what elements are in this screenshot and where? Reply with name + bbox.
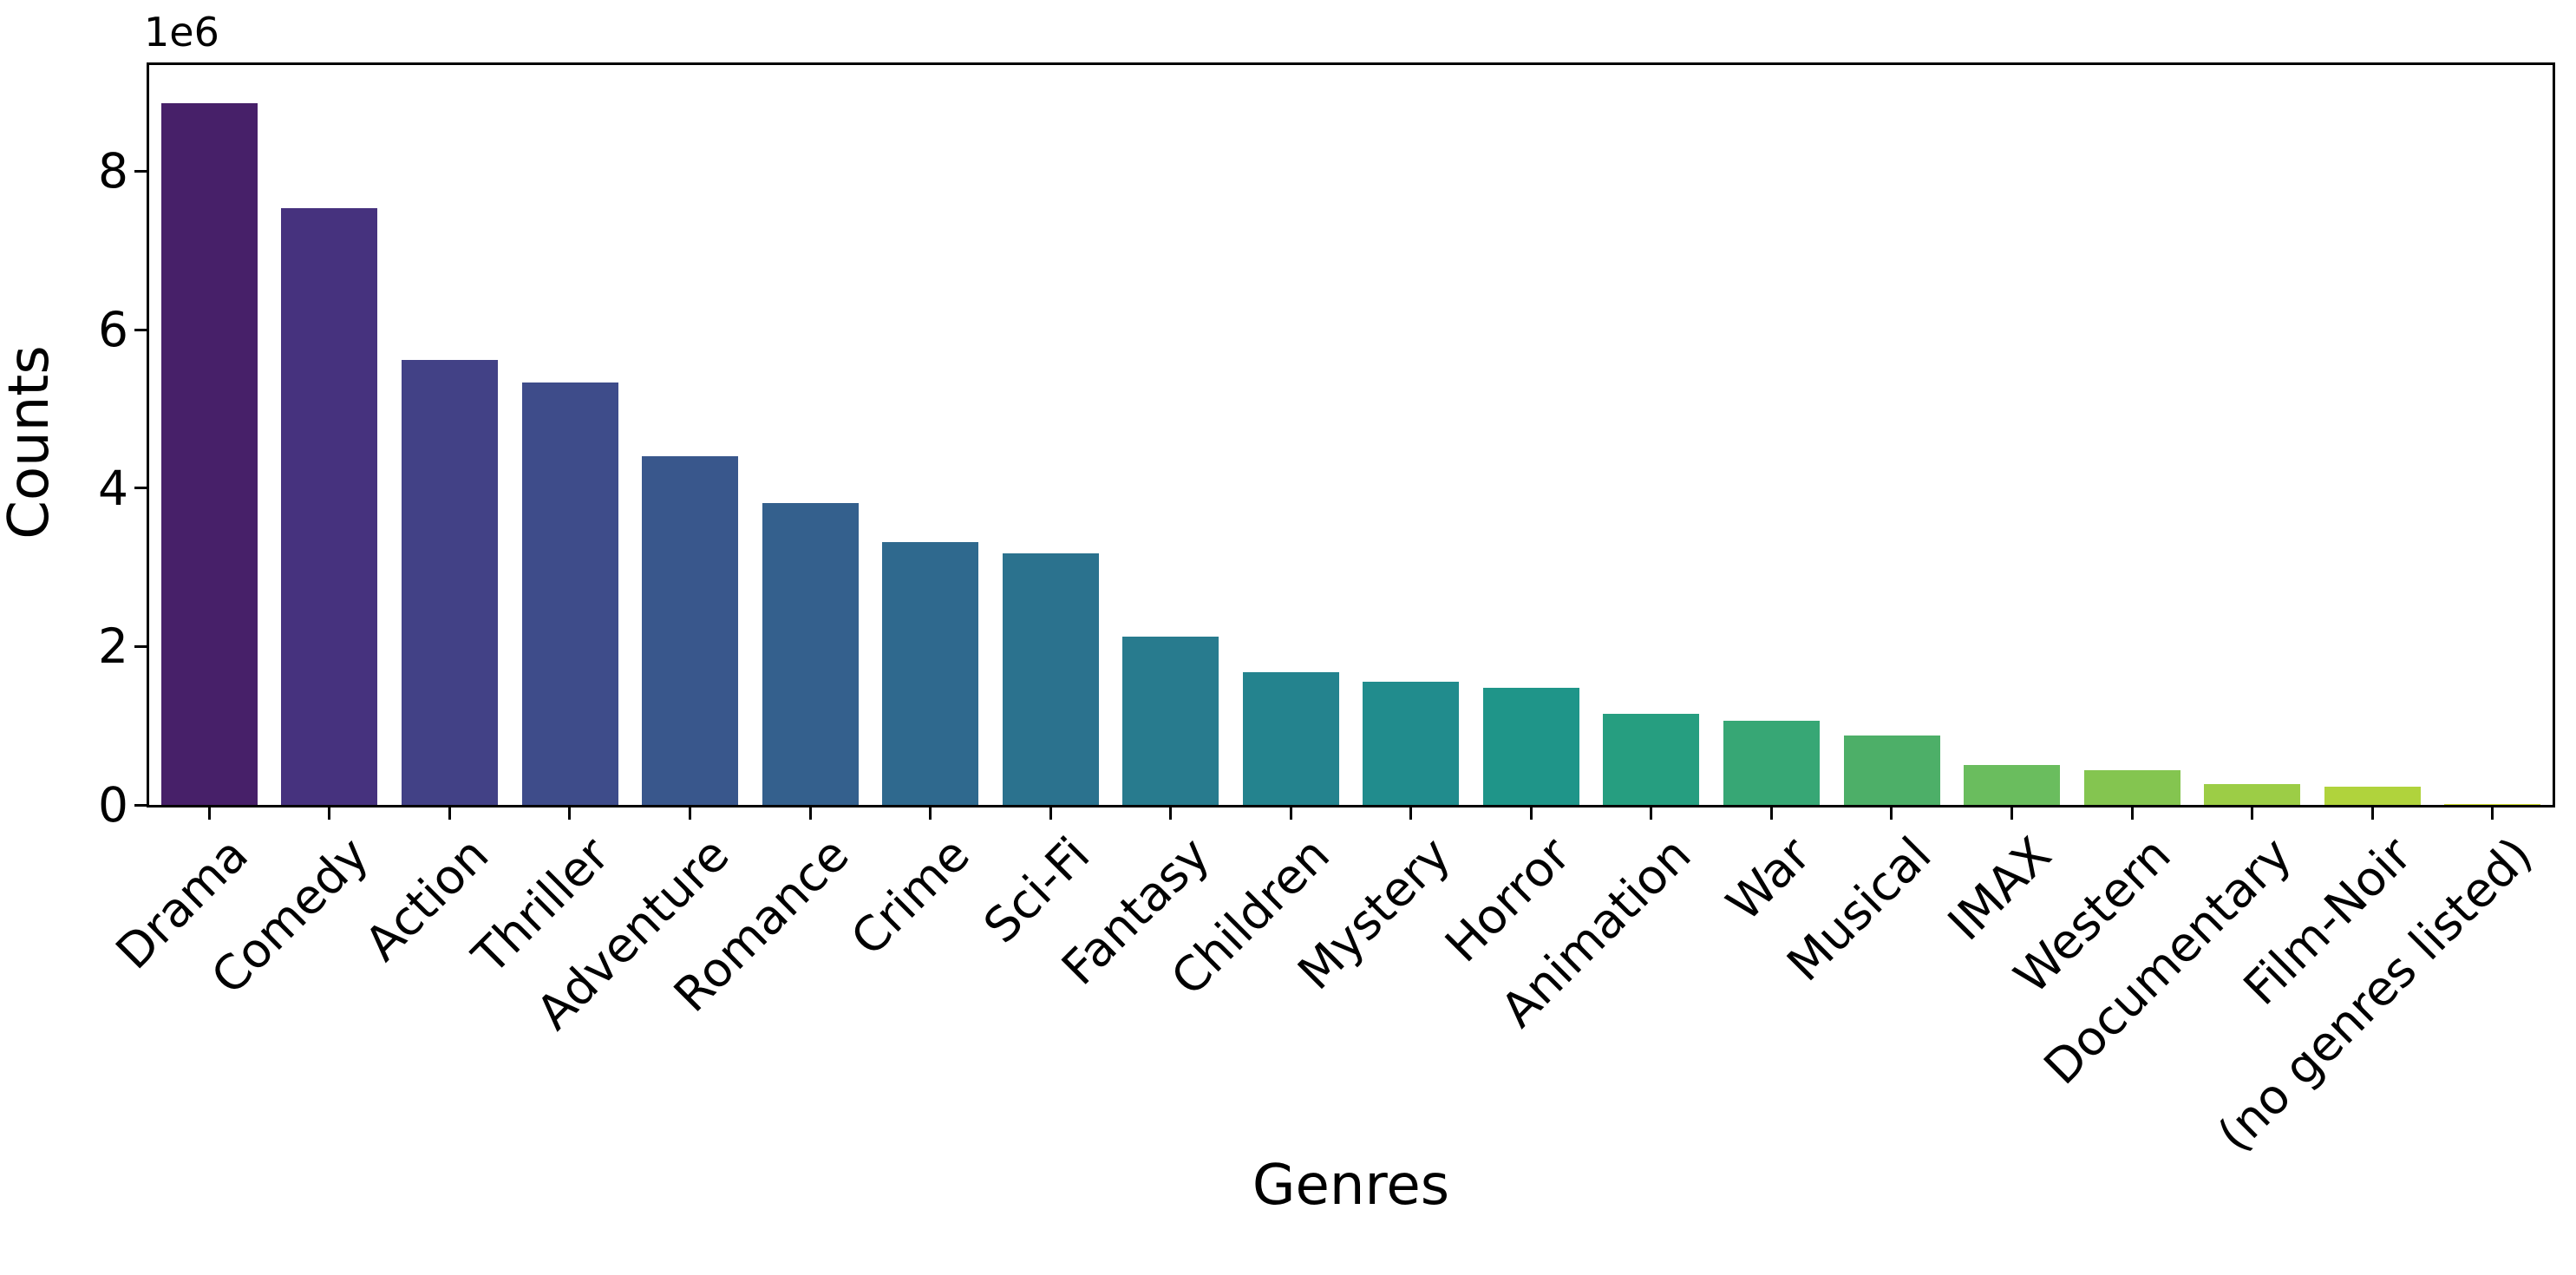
y-tick-label: 2	[98, 618, 128, 674]
x-tick-mark	[568, 808, 571, 820]
x-tick-mark	[448, 808, 451, 820]
x-tick-mark	[1169, 808, 1172, 820]
x-tick-mark	[2131, 808, 2134, 820]
bar-action	[402, 360, 498, 805]
y-tick-mark	[134, 487, 147, 489]
x-tick-mark	[1890, 808, 1893, 820]
bar-mystery	[1363, 682, 1459, 805]
bar-imax	[1964, 765, 2060, 805]
bar-thriller	[522, 382, 618, 805]
x-tick-label-war: War	[1716, 826, 1821, 932]
x-tick-label-crime: Crime	[840, 826, 981, 966]
y-axis-offset-label: 1e6	[144, 9, 219, 56]
x-tick-mark	[929, 808, 932, 820]
x-tick-mark	[2251, 808, 2253, 820]
bar-war	[1723, 721, 1820, 805]
bar-romance	[762, 503, 859, 805]
y-tick-mark	[134, 170, 147, 173]
x-axis-title: Genres	[1252, 1154, 1450, 1218]
bar-crime	[882, 542, 978, 805]
bar-comedy	[281, 208, 377, 805]
y-tick-label: 8	[98, 143, 128, 199]
bar-horror	[1483, 688, 1579, 805]
x-tick-mark	[2010, 808, 2013, 820]
bar-fantasy	[1122, 637, 1219, 805]
bar-western	[2084, 770, 2180, 805]
y-tick-mark	[134, 645, 147, 648]
bar-children	[1243, 672, 1339, 805]
plot-area	[147, 62, 2555, 808]
x-tick-mark	[2491, 808, 2494, 820]
x-tick-mark	[809, 808, 812, 820]
x-tick-mark	[689, 808, 691, 820]
x-tick-mark	[1049, 808, 1052, 820]
bar-no-genres-listed	[2444, 804, 2540, 805]
bar-documentary	[2204, 784, 2300, 805]
bar-drama	[161, 103, 258, 805]
x-tick-mark	[1290, 808, 1292, 820]
bar-film-noir	[2324, 787, 2421, 805]
y-tick-label: 0	[98, 777, 128, 833]
x-tick-mark	[1650, 808, 1652, 820]
x-tick-mark	[2371, 808, 2374, 820]
x-tick-mark	[1530, 808, 1533, 820]
y-tick-mark	[134, 329, 147, 331]
x-tick-mark	[1770, 808, 1773, 820]
x-tick-mark	[208, 808, 211, 820]
bar-layer	[149, 65, 2553, 805]
bar-sci-fi	[1003, 553, 1099, 805]
y-tick-label: 6	[98, 302, 128, 357]
bar-adventure	[642, 456, 738, 805]
bar-animation	[1603, 714, 1699, 805]
y-tick-mark	[134, 804, 147, 807]
x-tick-mark	[328, 808, 330, 820]
x-tick-mark	[1409, 808, 1412, 820]
bar-musical	[1844, 736, 1940, 805]
y-tick-label: 4	[98, 461, 128, 516]
